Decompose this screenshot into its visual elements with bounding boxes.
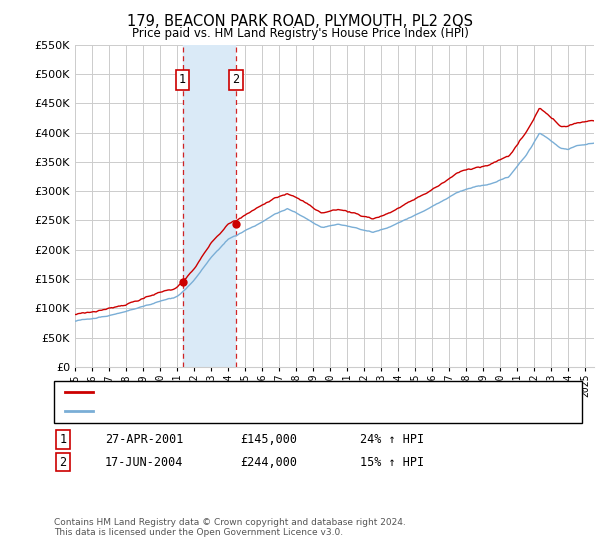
- Text: 24% ↑ HPI: 24% ↑ HPI: [360, 433, 424, 446]
- Text: 2: 2: [59, 455, 67, 469]
- Text: 2: 2: [232, 73, 239, 86]
- Text: 179, BEACON PARK ROAD, PLYMOUTH, PL2 2QS (detached house): 179, BEACON PARK ROAD, PLYMOUTH, PL2 2QS…: [99, 387, 440, 397]
- Text: 179, BEACON PARK ROAD, PLYMOUTH, PL2 2QS: 179, BEACON PARK ROAD, PLYMOUTH, PL2 2QS: [127, 14, 473, 29]
- Text: 27-APR-2001: 27-APR-2001: [105, 433, 184, 446]
- Text: £244,000: £244,000: [240, 455, 297, 469]
- Text: Contains HM Land Registry data © Crown copyright and database right 2024.
This d: Contains HM Land Registry data © Crown c…: [54, 518, 406, 538]
- Text: 1: 1: [179, 73, 186, 86]
- Text: 1: 1: [59, 433, 67, 446]
- Text: 17-JUN-2004: 17-JUN-2004: [105, 455, 184, 469]
- Text: HPI: Average price, detached house, City of Plymouth: HPI: Average price, detached house, City…: [99, 407, 379, 417]
- Text: 15% ↑ HPI: 15% ↑ HPI: [360, 455, 424, 469]
- Text: £145,000: £145,000: [240, 433, 297, 446]
- Text: Price paid vs. HM Land Registry's House Price Index (HPI): Price paid vs. HM Land Registry's House …: [131, 27, 469, 40]
